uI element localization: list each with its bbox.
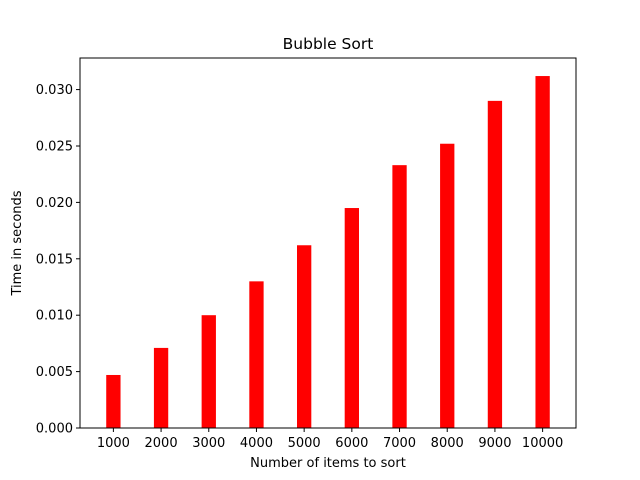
plot-area: 0.000 0.005 0.010 0.015 0.020 0.025 0.030 1000 2… <box>36 57 577 451</box>
x-axis-label: Number of items to sort <box>250 456 406 471</box>
y-tick-label: 0.025 <box>36 139 73 154</box>
axes-frame <box>79 57 577 429</box>
y-tick-label: 0.005 <box>36 365 73 380</box>
x-tick-label: 8000 <box>431 436 464 451</box>
bar <box>440 143 455 429</box>
x-tick-label: 7000 <box>383 436 416 451</box>
x-tick-label: 10000 <box>522 436 563 451</box>
x-tick-label: 1000 <box>97 436 130 451</box>
y-axis-label: Time in seconds <box>10 190 25 296</box>
bar <box>487 100 503 429</box>
bar <box>249 281 264 428</box>
y-tick-label: 0.015 <box>36 252 73 267</box>
x-tick-label: 5000 <box>288 436 321 451</box>
bar <box>297 245 312 428</box>
bar <box>201 315 216 428</box>
y-tick-label: 0.030 <box>36 83 73 98</box>
x-tick-label: 4000 <box>240 436 273 451</box>
y-tick-label: 0.010 <box>36 309 73 324</box>
chart-title: Bubble Sort <box>283 35 374 53</box>
bar <box>106 374 121 428</box>
y-tick-label: 0.020 <box>36 196 73 211</box>
bar <box>392 165 407 428</box>
x-tick-label: 9000 <box>478 436 511 451</box>
bar <box>344 208 359 428</box>
bar <box>153 347 169 428</box>
y-tick-label: 0.000 <box>36 422 73 437</box>
x-tick-label: 3000 <box>192 436 225 451</box>
bar <box>535 76 550 429</box>
x-tick-label: 2000 <box>145 436 178 451</box>
x-tick-label: 6000 <box>335 436 368 451</box>
